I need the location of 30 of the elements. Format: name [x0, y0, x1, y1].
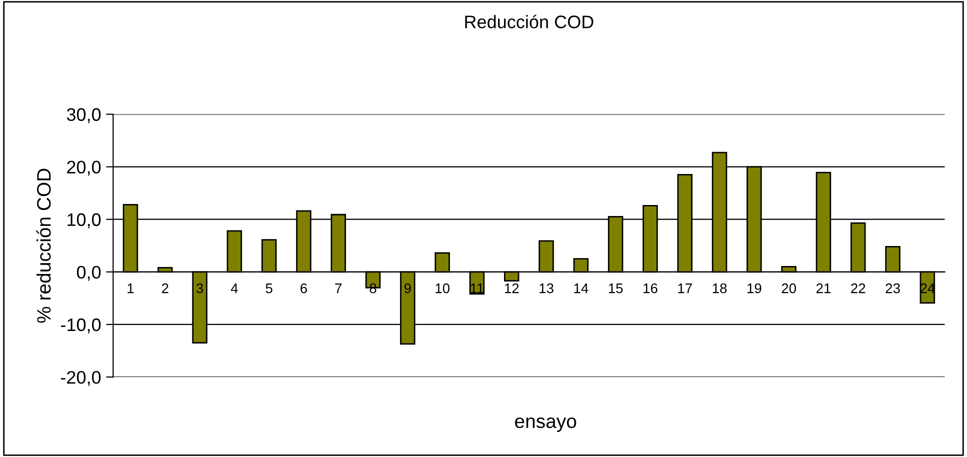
x-tick-label: 12	[504, 283, 519, 294]
y-tick-label: 20,0	[67, 160, 101, 176]
x-tick-label: 6	[300, 283, 307, 294]
x-tick-label: 22	[851, 283, 866, 294]
x-tick-label: 20	[782, 283, 796, 294]
x-tick-label: 9	[404, 283, 411, 294]
y-tick-label: -20,0	[60, 370, 101, 386]
x-tick-label: 3	[196, 283, 204, 294]
x-tick-label: 7	[335, 284, 342, 294]
x-tick-label: 2	[162, 283, 168, 294]
x-tick-label: 18	[712, 283, 727, 294]
x-tick-label: 1	[128, 284, 134, 294]
x-tick-label: 15	[608, 284, 623, 294]
x-tick-label: 23	[886, 283, 900, 294]
y-tick-label: 30,0	[66, 108, 101, 124]
y-tick-label: -10,0	[60, 318, 101, 334]
chart-title: Reducción COD	[465, 14, 594, 28]
y-axis-title: % reducción COD	[36, 168, 51, 323]
y-tick-label: 0,0	[76, 266, 101, 281]
x-tick-label: 5	[266, 284, 272, 294]
x-axis-title: ensayo	[515, 417, 576, 432]
x-tick-label: 14	[574, 284, 588, 294]
x-tick-label: 13	[540, 283, 554, 294]
x-tick-label: 21	[816, 283, 831, 294]
x-tick-label: 16	[644, 283, 658, 294]
x-tick-label: 17	[678, 284, 692, 294]
y-tick-label: 10,0	[68, 213, 101, 228]
x-tick-label: 19	[748, 283, 762, 294]
x-tick-label: 10	[436, 283, 450, 294]
x-tick-label: 4	[230, 284, 238, 294]
